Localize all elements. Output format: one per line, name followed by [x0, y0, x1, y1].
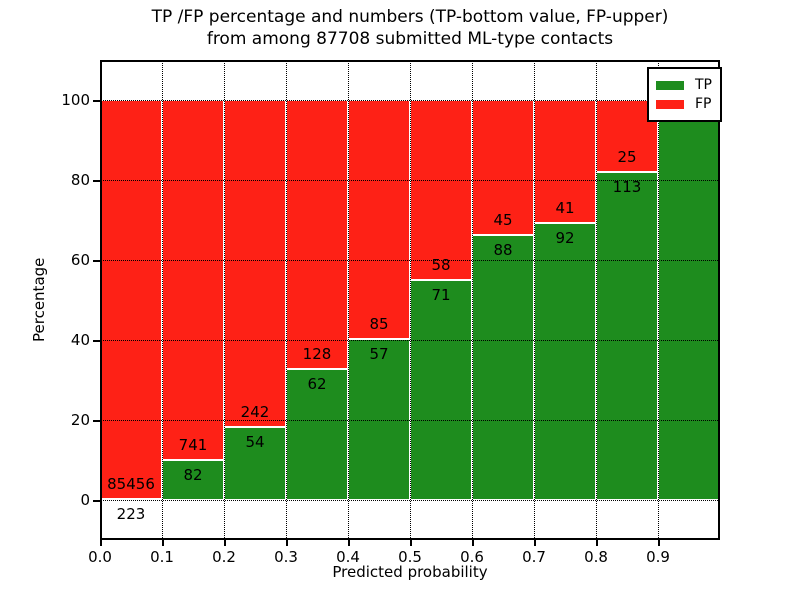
x-gridline [410, 60, 411, 540]
x-tick-label: 0.0 [88, 548, 112, 566]
legend-swatch-tp [656, 80, 684, 90]
x-tick-mark [348, 540, 350, 546]
bar-fp [534, 100, 596, 224]
tp-count-label: 82 [183, 466, 203, 485]
x-tick-mark [472, 540, 474, 546]
bar-tp [534, 223, 596, 500]
x-tick-label: 0.1 [150, 548, 174, 566]
fp-count-label: 58 [431, 255, 451, 274]
x-tick-mark [658, 540, 660, 546]
tp-count-label: 62 [307, 375, 327, 394]
tp-count-label: 57 [369, 345, 389, 364]
y-tick-label: 0 [80, 491, 90, 509]
bar-fp [224, 100, 286, 428]
x-gridline [348, 60, 349, 540]
y-tick-mark [93, 420, 100, 422]
bar-fp [286, 100, 348, 370]
fp-count-label: 128 [302, 345, 332, 364]
x-tick-label: 0.7 [522, 548, 546, 566]
bar-fp [100, 100, 162, 499]
legend: TP FP [647, 67, 722, 122]
tp-count-label: 113 [612, 178, 642, 197]
y-axis-label: Percentage [30, 257, 48, 343]
x-tick-mark [100, 540, 102, 546]
x-tick-label: 0.8 [584, 548, 608, 566]
x-gridline [224, 60, 225, 540]
y-tick-label: 60 [70, 251, 90, 269]
bar-tp [472, 235, 534, 500]
bar-fp [162, 100, 224, 461]
x-tick-label: 0.4 [336, 548, 360, 566]
fp-count-label: 85 [369, 315, 389, 334]
x-tick-label: 0.5 [398, 548, 422, 566]
fp-count-label: 741 [178, 436, 208, 455]
tp-count-label: 54 [245, 433, 265, 452]
x-tick-label: 0.6 [460, 548, 484, 566]
bar-tp [286, 369, 348, 500]
tp-count-label: 71 [431, 285, 451, 304]
legend-label-fp: FP [695, 96, 712, 112]
y-tick-mark [93, 180, 100, 182]
x-gridline [472, 60, 473, 540]
x-tick-mark [534, 540, 536, 546]
bar-tp [658, 100, 720, 500]
bar-tp [410, 279, 472, 500]
y-gridline [100, 420, 720, 421]
y-tick-label: 80 [70, 171, 90, 189]
y-gridline [100, 100, 720, 101]
bar-tp [348, 339, 410, 500]
bar-fp [348, 100, 410, 340]
legend-item-fp: FP [656, 96, 712, 112]
x-tick-label: 0.2 [212, 548, 236, 566]
y-tick-label: 20 [70, 411, 90, 429]
x-tick-label: 0.3 [274, 548, 298, 566]
y-tick-label: 40 [70, 331, 90, 349]
chart-title-line2: from among 87708 submitted ML-type conta… [206, 29, 614, 49]
fp-count-label: 41 [555, 199, 575, 218]
x-tick-mark [410, 540, 412, 546]
legend-item-tp: TP [656, 77, 712, 93]
chart-title-line1: TP /FP percentage and numbers (TP-bottom… [151, 7, 669, 27]
x-gridline [162, 60, 163, 540]
fp-count-label: 242 [240, 403, 270, 422]
x-gridline [286, 60, 287, 540]
y-tick-mark [93, 500, 100, 502]
x-gridline [658, 60, 659, 540]
y-gridline [100, 260, 720, 261]
x-tick-mark [224, 540, 226, 546]
x-gridline [534, 60, 535, 540]
legend-label-tp: TP [695, 77, 712, 93]
plot-area: 85456 223 741 82 242 54 128 62 85 57 58 71 45 88 41 92 2… [61, 60, 722, 566]
tp-count-label: 223 [116, 504, 146, 523]
y-gridline [100, 340, 720, 341]
x-tick-mark [596, 540, 598, 546]
x-gridline [596, 60, 597, 540]
x-tick-mark [286, 540, 288, 546]
fp-count-label: 85456 [107, 474, 155, 493]
tp-count-label: 92 [555, 229, 575, 248]
y-gridline [100, 180, 720, 181]
x-tick-mark [162, 540, 164, 546]
y-gridline [100, 500, 720, 501]
x-tick-label: 0.9 [646, 548, 670, 566]
fp-count-label: 25 [617, 148, 637, 167]
y-tick-label: 100 [61, 91, 90, 109]
chart-title: TP /FP percentage and numbers (TP-bottom… [100, 6, 720, 50]
y-tick-mark [93, 100, 100, 102]
tp-count-label: 88 [493, 241, 513, 260]
bar-tp [162, 460, 224, 500]
x-axis-label: Predicted probability [332, 563, 488, 581]
fp-count-label: 45 [493, 211, 513, 230]
y-tick-mark [93, 340, 100, 342]
bar-tp [596, 172, 658, 500]
bar-fp [410, 100, 472, 280]
legend-swatch-fp [656, 99, 684, 109]
y-tick-mark [93, 260, 100, 262]
